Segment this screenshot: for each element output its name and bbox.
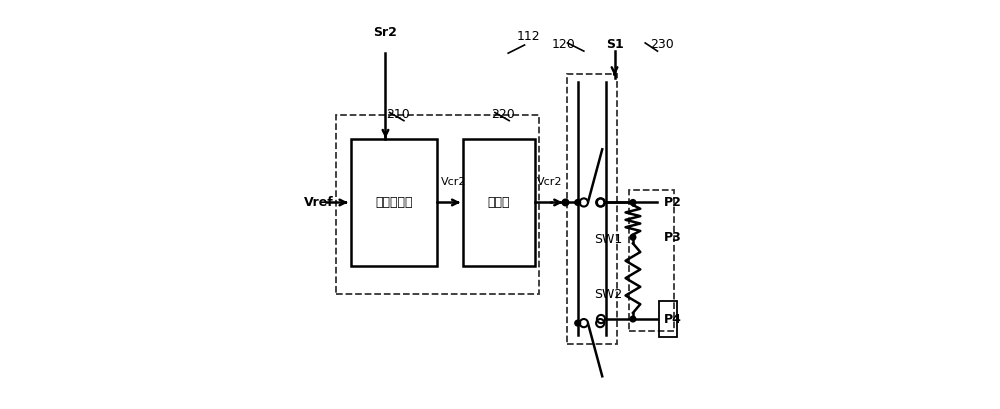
Text: Vcr2: Vcr2 — [441, 177, 466, 187]
Text: P4: P4 — [664, 312, 681, 326]
Text: 120: 120 — [552, 38, 575, 52]
Text: S1: S1 — [606, 38, 623, 52]
Text: 112: 112 — [517, 30, 540, 43]
Circle shape — [596, 319, 604, 327]
Circle shape — [630, 234, 636, 240]
Circle shape — [597, 315, 605, 323]
Circle shape — [630, 316, 636, 322]
Circle shape — [596, 198, 604, 207]
Text: SW2: SW2 — [594, 288, 622, 301]
Text: Sr2: Sr2 — [374, 26, 397, 39]
Text: Vref: Vref — [304, 196, 333, 209]
Text: Vcr2: Vcr2 — [537, 177, 562, 187]
Text: P3: P3 — [664, 231, 681, 244]
Circle shape — [562, 199, 569, 206]
Text: 缓冲器: 缓冲器 — [488, 196, 510, 209]
Circle shape — [630, 200, 636, 205]
Circle shape — [597, 198, 605, 207]
Circle shape — [575, 320, 581, 326]
Text: SW1: SW1 — [594, 233, 622, 246]
Text: P2: P2 — [664, 196, 681, 209]
Text: 电压选择器: 电压选择器 — [375, 196, 412, 209]
Circle shape — [575, 200, 581, 205]
Text: 230: 230 — [650, 38, 673, 52]
Text: 220: 220 — [491, 108, 515, 121]
Text: 210: 210 — [386, 108, 410, 121]
Circle shape — [580, 198, 588, 207]
Circle shape — [580, 319, 588, 327]
